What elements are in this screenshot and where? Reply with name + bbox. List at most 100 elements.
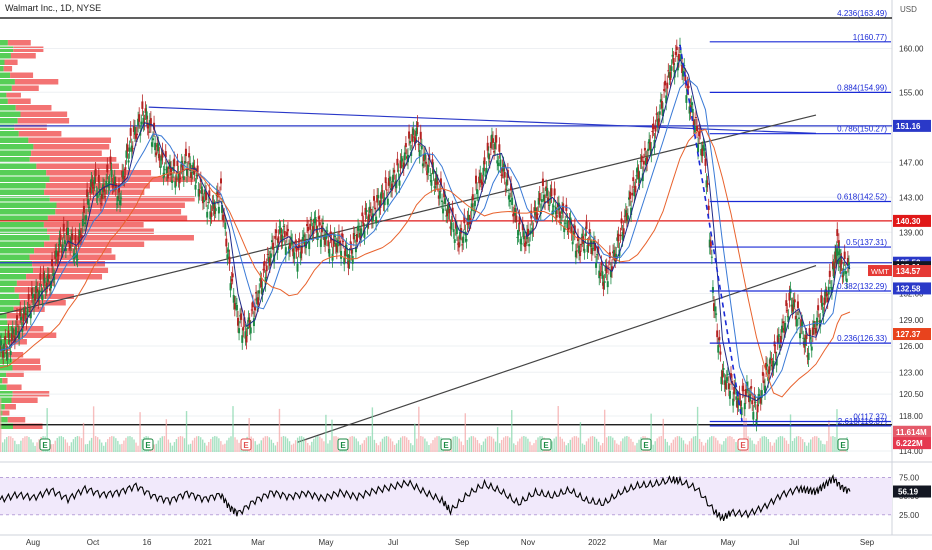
candle-body [841,275,844,278]
fib-level-label: 0.382(132.29) [837,282,887,291]
candle-body [146,122,149,129]
candle-body [0,342,1,351]
candle-body [302,234,305,238]
candle-body [575,250,578,252]
volume-bar [62,437,65,452]
candle-body [229,283,232,291]
volume-bar [230,436,232,452]
volume-bar [496,427,499,452]
candle-body [571,241,574,245]
fib-level-label: 2.618(116.87) [838,417,888,426]
volume-bar [486,436,489,452]
volume-profile-down-bar [49,176,194,182]
candle-body [748,394,751,403]
volume-profile-down-bar [5,352,24,358]
volume-bar [404,436,406,452]
candle-body [255,292,258,294]
candle-body [80,234,83,238]
volume-bar [363,440,365,452]
candle-body [322,222,324,225]
candle-body [835,248,838,256]
candle-body [137,118,140,126]
volume-bar [563,441,565,452]
volume-bar [565,445,567,452]
volume-bar [391,441,394,452]
candle-body [454,220,457,229]
candle-body [420,145,423,150]
volume-profile-up-bar [0,131,19,137]
volume-bar [36,442,38,452]
volume-bar [18,444,20,452]
candle-body [697,144,700,153]
candle-body [527,228,530,236]
candle-body [471,194,474,201]
volume-bar [674,437,677,452]
candle-body [649,141,652,150]
volume-bar [70,442,73,452]
volume-bar [292,443,295,452]
volume-profile-down-bar [10,72,34,78]
trendline [148,106,817,135]
price-tag-label: 132.58 [896,284,921,293]
candle-body [230,278,233,282]
candle-body [631,192,634,196]
candle-body [78,230,81,238]
volume-bar [626,436,628,452]
candle-body [433,186,436,188]
candle-body [169,161,171,169]
candle-body [181,163,184,172]
candle-body [761,372,764,376]
candle-body [493,150,496,153]
candle-body [260,279,263,288]
volume-profile-up-bar [0,293,19,299]
volume-bar [797,436,800,452]
candle-body [210,212,213,217]
volume-profile-up-bar [0,59,5,65]
candle-body [311,229,314,236]
volume-profile-down-bar [56,202,185,208]
candle-body [620,218,623,224]
candle-body [662,109,664,117]
volume-bar [581,443,584,452]
candle-body [11,327,14,334]
candle-body [501,166,504,172]
candle-body [529,230,532,235]
candle-body [540,199,543,203]
volume-bar [101,442,103,452]
candle-body [105,180,108,188]
candle-body [87,199,90,205]
candle-body [290,237,293,240]
volume-bar [664,438,666,452]
volume-profile-down-bar [11,85,39,91]
candle-body [35,285,38,294]
candle-body [751,400,754,405]
candle-body [62,223,65,232]
volume-bar [484,438,487,452]
candle-body [821,302,824,307]
candle-body [176,160,179,167]
volume-bar [559,436,561,452]
candle-body [811,327,814,336]
candle-body [699,131,702,133]
candle-body [217,206,220,214]
candle-body [581,233,584,241]
volume-bar [92,406,95,452]
fib-level-label: 0.786(150.27) [837,125,887,134]
candle-body [60,251,63,253]
candle-body [798,317,800,319]
volume-bar [290,444,293,452]
volume-bar [167,439,170,452]
price-tag-label: 6.222M [896,439,923,448]
volume-bar [630,438,632,452]
candle-body [200,186,203,194]
volume-bar [634,445,636,452]
candle-body [704,158,707,166]
candle-body [437,195,440,199]
candle-body [700,148,703,156]
candle-body [562,203,565,212]
volume-bar [620,441,622,452]
volume-bar [155,443,157,452]
volume-bar [317,436,319,452]
volume-bar [805,445,808,452]
